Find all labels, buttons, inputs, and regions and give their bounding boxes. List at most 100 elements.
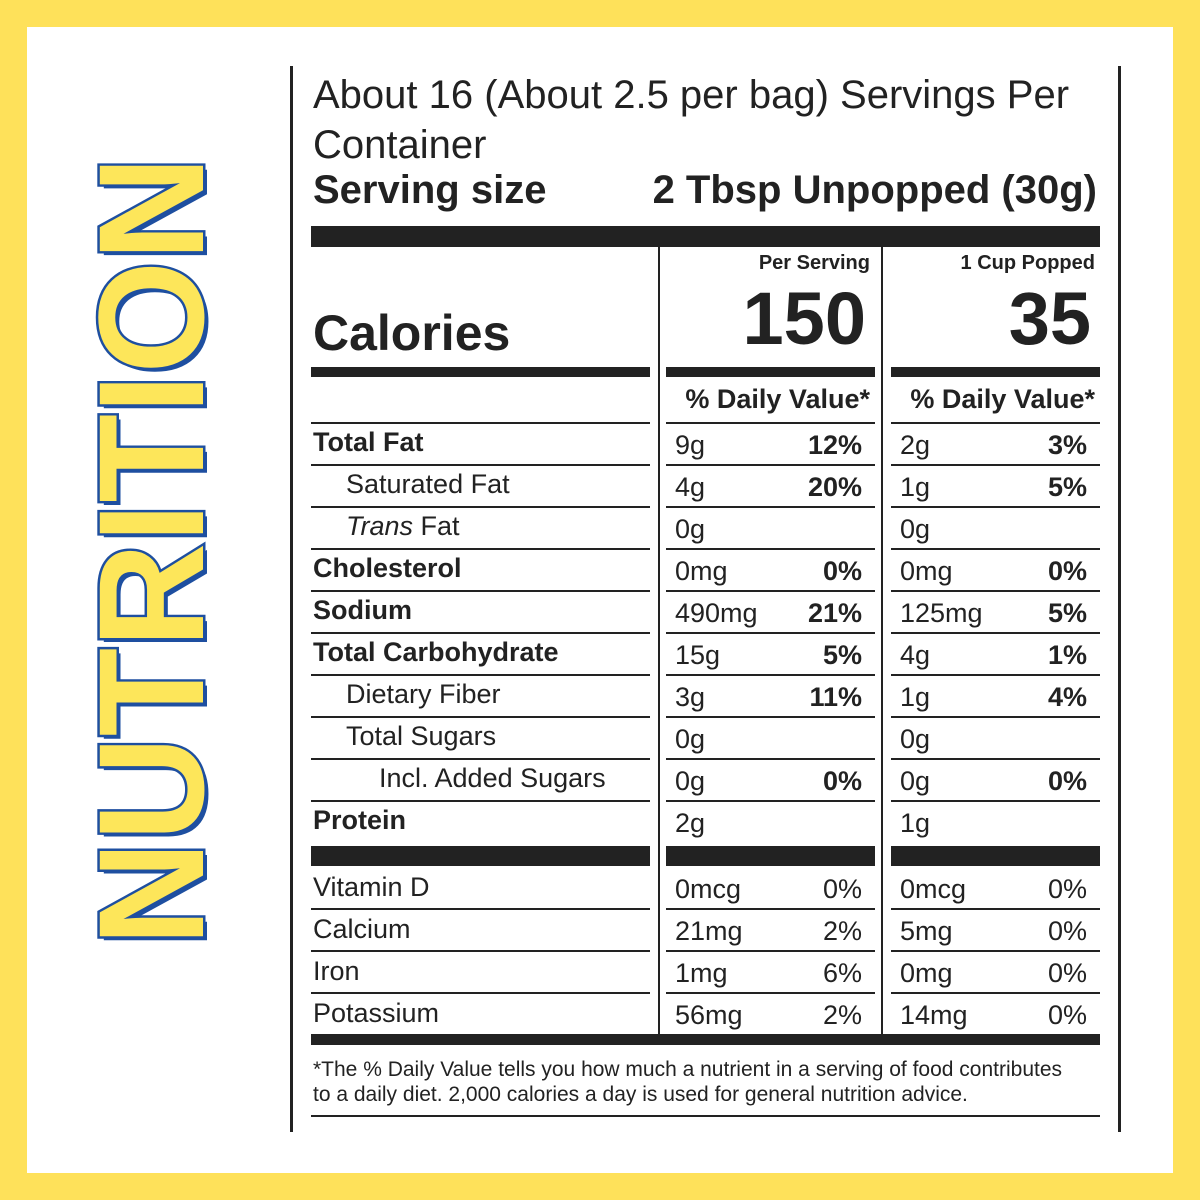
- calories-value: 150: [742, 277, 866, 360]
- rule: [666, 464, 875, 466]
- nutrient-amount: 125mg: [900, 598, 983, 628]
- rule: [311, 1115, 1100, 1117]
- rule: [311, 758, 650, 760]
- rule: [891, 992, 1100, 994]
- column-divider: [881, 247, 883, 1034]
- rule: [311, 716, 650, 718]
- panel: [27, 27, 1173, 1173]
- nutrient-dv: 4%: [1047, 682, 1087, 712]
- rule: [311, 800, 650, 802]
- rule: [891, 632, 1100, 634]
- vitamin-name: Calcium: [313, 914, 411, 944]
- rule: [311, 422, 650, 424]
- vitamin-dv: 2%: [822, 916, 862, 946]
- thick-rule: [666, 367, 875, 377]
- nutrient-amount: 4g: [900, 640, 931, 670]
- servings: About 16 (About 2.5 per bag) Servings Pe…: [313, 73, 1070, 167]
- column-divider: [658, 247, 660, 1034]
- vitamin-amount: 0mg: [900, 958, 953, 988]
- rule: [311, 950, 650, 952]
- nutrient-amount: 4g: [675, 472, 706, 502]
- rule: [311, 632, 650, 634]
- nutrient-amount: 2g: [900, 430, 931, 460]
- calories-header: 1 Cup Popped: [960, 252, 1095, 274]
- rule: [666, 632, 875, 634]
- nutrient-amount: 1g: [900, 472, 931, 502]
- rule: [666, 800, 875, 802]
- vitamin-dv: 0%: [1047, 958, 1087, 988]
- vitamin-dv: 2%: [822, 1000, 862, 1030]
- footnote: *The % Daily Value tells you how much a …: [313, 1058, 1063, 1106]
- nutrient-name: Protein: [313, 805, 407, 835]
- vitamin-amount: 0mcg: [900, 874, 967, 904]
- nutrient-name: Total Carbohydrate: [313, 637, 559, 667]
- vitamin-amount: 56mg: [675, 1000, 743, 1030]
- nutrient-dv: 21%: [807, 598, 862, 628]
- calories-label: Calories: [313, 305, 511, 361]
- vitamin-amount: 14mg: [900, 1000, 968, 1030]
- serving-size-label: Serving size: [313, 168, 547, 212]
- rule: [891, 908, 1100, 910]
- vitamin-dv: 6%: [822, 958, 862, 988]
- rule: [311, 908, 650, 910]
- nutrient-amount: 9g: [675, 430, 706, 460]
- rule: [891, 758, 1100, 760]
- vitamin-name: Iron: [313, 956, 360, 986]
- nutrient-amount: 0mg: [900, 556, 953, 586]
- thick-rule: [311, 1034, 1100, 1045]
- vitamin-amount: 1mg: [675, 958, 728, 988]
- vitamin-dv: 0%: [1047, 916, 1087, 946]
- nutrient-name: Saturated Fat: [346, 469, 510, 499]
- nutrient-name: Trans Fat: [346, 511, 460, 541]
- rule: [666, 422, 875, 424]
- rule: [891, 506, 1100, 508]
- rule: [891, 590, 1100, 592]
- rule: [311, 464, 650, 466]
- rule: [891, 548, 1100, 550]
- rule: [666, 992, 875, 994]
- rule: [666, 950, 875, 952]
- nutrient-amount: 0g: [900, 766, 931, 796]
- rule: [891, 422, 1100, 424]
- nutrient-amount: 1g: [900, 682, 931, 712]
- nutrient-dv: 0%: [1047, 766, 1087, 796]
- rule: [311, 590, 650, 592]
- thick-rule: [666, 846, 875, 866]
- nutrient-amount: 0g: [675, 724, 706, 754]
- vitamin-dv: 0%: [1047, 1000, 1087, 1030]
- nutrient-dv: 3%: [1047, 430, 1087, 460]
- nutrient-amount: 0g: [675, 514, 706, 544]
- nutrition-label: About 16 (About 2.5 per bag) Servings Pe…: [290, 66, 1121, 1132]
- vitamin-amount: 0mcg: [675, 874, 742, 904]
- nutrient-amount: 0g: [900, 514, 931, 544]
- rule: [891, 800, 1100, 802]
- vitamin-amount: 21mg: [675, 916, 743, 946]
- daily-value-header: % Daily Value*: [685, 384, 870, 414]
- rule: [891, 464, 1100, 466]
- rule: [891, 674, 1100, 676]
- rule: [311, 674, 650, 676]
- nutrient-amount: 0mg: [675, 556, 728, 586]
- calories-header: Per Serving: [758, 252, 870, 274]
- thick-rule: [891, 367, 1100, 377]
- nutrient-dv: 0%: [822, 556, 862, 586]
- nutrient-amount: 0g: [675, 766, 706, 796]
- nutrient-name: Cholesterol: [313, 553, 462, 583]
- rule: [311, 506, 650, 508]
- daily-value-header: % Daily Value*: [910, 384, 1095, 414]
- thick-rule: [891, 846, 1100, 866]
- side-title: NUTRITION: [67, 156, 235, 946]
- serving-size-value: 2 Tbsp Unpopped (30g): [652, 168, 1097, 212]
- rule: [666, 716, 875, 718]
- nutrient-dv: 5%: [1047, 598, 1087, 628]
- nutrient-amount: 15g: [675, 640, 721, 670]
- nutrient-amount: 1g: [900, 808, 931, 838]
- vitamin-name: Vitamin D: [313, 872, 430, 902]
- nutrient-dv: 5%: [822, 640, 862, 670]
- nutrient-name: Dietary Fiber: [346, 679, 501, 709]
- nutrient-amount: 2g: [675, 808, 706, 838]
- nutrient-dv: 11%: [809, 682, 862, 712]
- nutrient-name: Incl. Added Sugars: [379, 763, 606, 793]
- rule: [311, 992, 650, 994]
